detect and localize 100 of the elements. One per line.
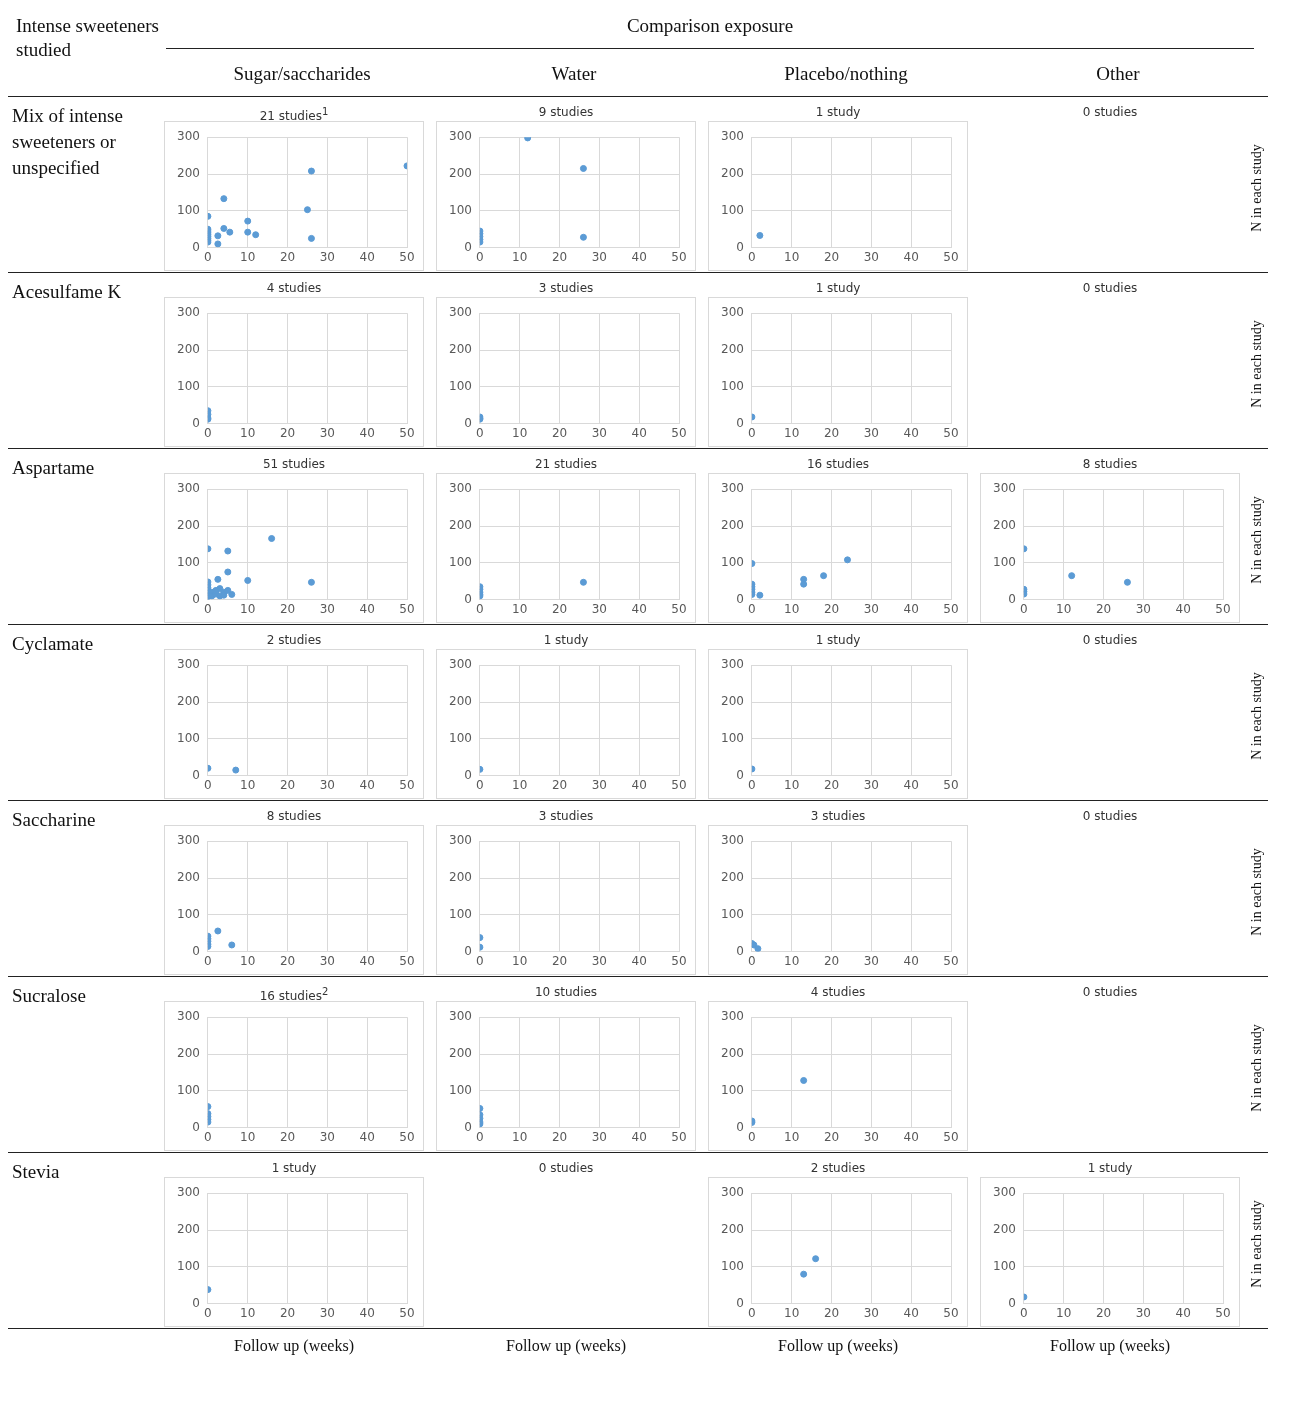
chart-title: 3 studies <box>809 808 867 825</box>
x-tick-label: 50 <box>943 249 959 264</box>
x-tick-label: 10 <box>784 249 800 264</box>
x-tick-label: 40 <box>903 425 919 440</box>
x-tick-label: 50 <box>399 1129 415 1144</box>
y-tick-label: 200 <box>721 342 744 357</box>
x-tick-label: 20 <box>279 777 296 792</box>
x-tick-label: 20 <box>1095 1305 1112 1320</box>
y-tick-label: 100 <box>449 730 472 745</box>
text: 0 studies <box>537 1160 595 1177</box>
x-tick-label: 0 <box>476 777 484 792</box>
y-tick-label: 0 <box>736 767 744 782</box>
y-tick-label: 100 <box>721 378 744 393</box>
y-tick-label: 0 <box>464 943 472 958</box>
y-tick-label: 0 <box>464 767 472 782</box>
chart-title: 10 studies <box>533 984 599 1001</box>
x-tick-label: 20 <box>279 953 296 968</box>
x-tick-label: 50 <box>671 1129 687 1144</box>
x-tick-label: 0 <box>748 1129 756 1144</box>
x-tick-label: 30 <box>1135 601 1151 616</box>
text: Water <box>550 62 598 86</box>
x-tick-label: 50 <box>399 601 415 616</box>
y-tick-label: 200 <box>177 518 200 533</box>
x-tick-label: 30 <box>319 953 335 968</box>
y-tick-label: 300 <box>721 1185 744 1200</box>
y-tick-label: 200 <box>993 1222 1016 1237</box>
x-tick-label: 30 <box>319 249 335 264</box>
x-tick-label: 10 <box>240 249 256 264</box>
x-tick-label: 40 <box>631 953 647 968</box>
x-tick-label: 10 <box>240 1305 256 1320</box>
x-tick-label: 20 <box>551 953 568 968</box>
x-tick-label: 0 <box>748 425 756 440</box>
x-tick-label: 40 <box>359 249 375 264</box>
y-tick-label: 200 <box>177 1046 200 1061</box>
text: 0 studies <box>1081 808 1139 825</box>
x-tick-label: 0 <box>476 1129 484 1144</box>
text: Follow up (weeks) <box>778 1337 898 1354</box>
x-tick-label: 10 <box>784 1305 800 1320</box>
x-tick-label: 50 <box>399 1305 415 1320</box>
chart-title: 2 studies <box>265 632 323 649</box>
chart-title: 1 study <box>1086 1160 1134 1177</box>
x-tick-label: 20 <box>551 425 568 440</box>
x-tick-label: 10 <box>240 777 256 792</box>
x-tick-label: 10 <box>784 1129 800 1144</box>
x-tick-label: 50 <box>1215 1305 1231 1320</box>
x-tick-label: 20 <box>279 1129 296 1144</box>
x-tick-label: 10 <box>240 601 256 616</box>
y-tick-label: 0 <box>464 415 472 430</box>
y-tick-label: 0 <box>736 1295 744 1310</box>
x-tick-label: 40 <box>903 1129 919 1144</box>
x-tick-label: 40 <box>359 1129 375 1144</box>
y-tick-label: 300 <box>449 305 472 320</box>
x-tick-label: 30 <box>319 425 335 440</box>
x-tick-label: 30 <box>863 601 879 616</box>
text: Acesulfame K <box>11 280 123 304</box>
text: N in each study <box>1249 1023 1265 1112</box>
x-tick-label: 20 <box>551 777 568 792</box>
x-tick-label: 10 <box>784 953 800 968</box>
x-tick-label: 30 <box>863 1305 879 1320</box>
x-tick-label: 50 <box>671 777 687 792</box>
chart-title: 9 studies <box>537 104 595 121</box>
x-tick-label: 50 <box>399 777 415 792</box>
y-tick-label: 200 <box>177 694 200 709</box>
text: N in each study <box>1249 671 1265 760</box>
x-tick-label: 10 <box>1056 1305 1072 1320</box>
x-tick-label: 50 <box>943 953 959 968</box>
y-tick-label: 300 <box>449 833 472 848</box>
y-tick-label: 0 <box>192 943 200 958</box>
y-tick-label: 300 <box>177 833 200 848</box>
text: N in each study <box>1249 847 1265 936</box>
text: Other <box>1095 62 1141 86</box>
y-tick-label: 100 <box>177 730 200 745</box>
x-tick-label: 20 <box>823 1305 840 1320</box>
chart-title: 1 study <box>814 632 862 649</box>
y-tick-label: 100 <box>993 1258 1016 1273</box>
y-tick-label: 100 <box>177 202 200 217</box>
y-tick-label: 300 <box>721 1009 744 1024</box>
x-tick-label: 50 <box>943 1129 959 1144</box>
y-tick-label: 100 <box>721 554 744 569</box>
text: 0 studies <box>1081 984 1139 1001</box>
y-tick-label: 100 <box>721 202 744 217</box>
x-tick-label: 30 <box>591 777 607 792</box>
x-tick-label: 0 <box>748 953 756 968</box>
chart-title: 8 studies <box>1081 456 1139 473</box>
x-tick-label: 0 <box>204 1129 212 1144</box>
y-tick-label: 200 <box>993 518 1016 533</box>
y-tick-label: 300 <box>721 833 744 848</box>
text: Follow up (weeks) <box>506 1337 626 1354</box>
x-tick-label: 0 <box>476 425 484 440</box>
y-tick-label: 100 <box>721 730 744 745</box>
chart-title: 3 studies <box>537 808 595 825</box>
x-tick-label: 10 <box>1056 601 1072 616</box>
x-tick-label: 30 <box>319 777 335 792</box>
y-tick-label: 100 <box>449 378 472 393</box>
x-tick-label: 40 <box>1175 1305 1191 1320</box>
y-tick-label: 200 <box>449 1046 472 1061</box>
x-tick-label: 50 <box>943 777 959 792</box>
x-tick-label: 0 <box>476 953 484 968</box>
x-tick-label: 0 <box>1020 1305 1028 1320</box>
y-tick-label: 0 <box>192 1119 200 1134</box>
